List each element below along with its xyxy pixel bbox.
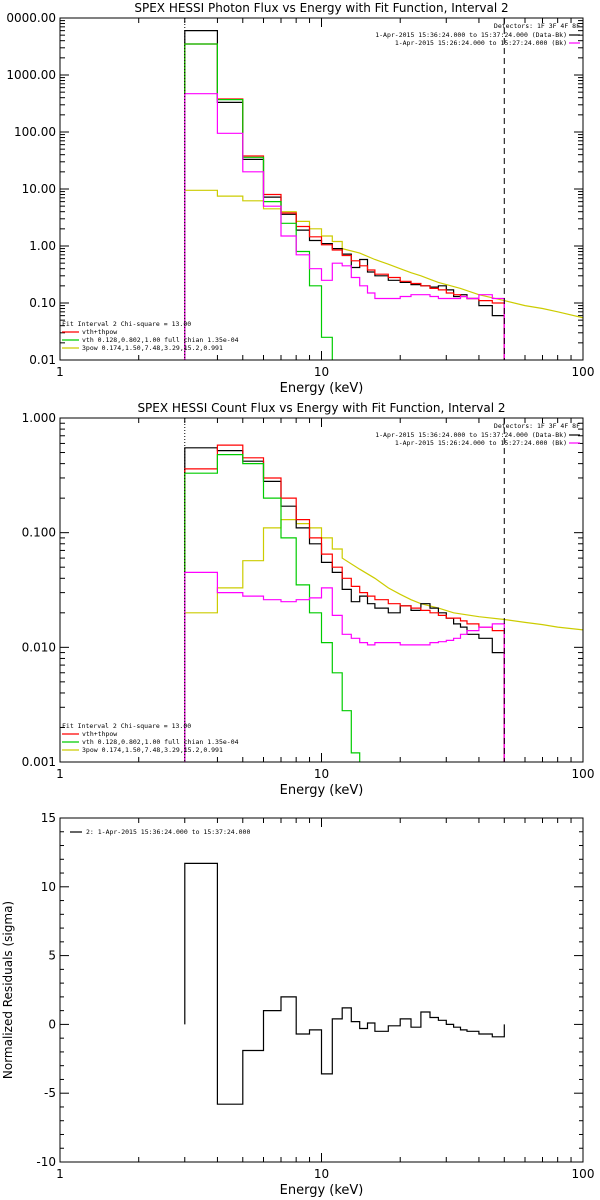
histogram-series-3 — [184, 454, 361, 762]
legend-function: 3pow 0.174,1.50,7.48,3.29,15.2,0.991 — [82, 344, 223, 352]
data-layer — [184, 30, 583, 360]
legend-detectors: Detectors: 1F 3F 4F 8F — [494, 422, 580, 430]
fit-line-3pow — [184, 518, 583, 762]
y-tick-label: 100.00 — [14, 125, 56, 139]
y-tick-label: 0.01 — [29, 353, 56, 367]
x-tick-label: 1 — [56, 1167, 64, 1181]
legend-time-range: 1-Apr-2015 15:36:24.000 to 15:37:24.000 … — [375, 31, 567, 39]
y-tick-label: 0.10 — [29, 296, 56, 310]
chart-title: SPEX HESSI Count Flux vs Energy with Fit… — [137, 401, 505, 415]
legend-function: vth 0.128,0.802,1.00 full chian 1.35e-04 — [82, 336, 239, 344]
legend-time-range: 1-Apr-2015 15:36:24.000 to 15:37:24.000 … — [375, 431, 567, 439]
x-axis-label: Energy (keV) — [280, 783, 364, 798]
histogram-series-1 — [184, 862, 505, 1105]
plot-frame — [59, 17, 584, 361]
y-tick-label: 0 — [48, 1017, 56, 1031]
legend-fit-info: Fit Interval 2 Chi-square = 13.00 — [62, 320, 191, 328]
x-tick-label: 10 — [314, 767, 329, 781]
legend-function: 3pow 0.174,1.50,7.48,3.29,15.2,0.991 — [82, 746, 223, 754]
x-axis-label: Energy (keV) — [280, 1183, 364, 1198]
x-axis-label: Energy (keV) — [280, 381, 364, 396]
y-tick-label: 10 — [41, 880, 56, 894]
histogram-series-2 — [184, 43, 505, 360]
y-tick-label: 15 — [41, 811, 56, 825]
data-layer — [184, 862, 505, 1105]
plot-frame — [59, 417, 584, 763]
x-tick-label: 100 — [572, 1167, 595, 1181]
data-layer — [184, 444, 583, 762]
x-tick-label: 10 — [314, 365, 329, 379]
legend-residual-interval: 2: 1-Apr-2015 15:36:24.000 to 15:37:24.0… — [86, 828, 250, 836]
x-tick-label: 10 — [314, 1167, 329, 1181]
y-tick-label: 10.00 — [22, 182, 56, 196]
y-tick-label: 1.00 — [29, 239, 56, 253]
chart-title: SPEX HESSI Photon Flux vs Energy with Fi… — [134, 1, 508, 15]
fit-line-3pow — [184, 189, 583, 360]
y-tick-label: 1.000 — [22, 411, 56, 425]
y-tick-label: -5 — [44, 1086, 56, 1100]
x-tick-label: 1 — [56, 767, 64, 781]
x-tick-label: 100 — [572, 767, 595, 781]
legend-time-range: 1-Apr-2015 15:26:24.000 to 15:27:24.000 … — [395, 439, 567, 447]
y-tick-label: 0.010 — [22, 640, 56, 654]
y-tick-label: 1000.00 — [6, 68, 56, 82]
legend-detectors: Detectors: 1F 3F 4F 8F — [494, 22, 580, 30]
legend-function: vth+thpow — [82, 328, 117, 336]
histogram-series-4 — [184, 571, 505, 762]
y-tick-label: 0.001 — [22, 755, 56, 769]
x-tick-label: 100 — [572, 365, 595, 379]
panel-3: 1 10 100 Energy (keV) -10 -5 0 5 10 15 Normalized … — [1, 811, 594, 1198]
y-tick-label: -10 — [36, 1155, 56, 1169]
histogram-series-2 — [184, 444, 505, 762]
panel-2: SPEX HESSI Count Flux vs Energy with Fit… — [22, 401, 595, 798]
plot-frame — [59, 817, 584, 1163]
y-tick-label: 0000.00 — [6, 11, 56, 25]
y-tick-label: 5 — [48, 949, 56, 963]
legend-fit-info: Fit Interval 2 Chi-square = 13.00 — [62, 722, 191, 730]
histogram-series-3 — [184, 43, 333, 360]
panel-1: SPEX HESSI Photon Flux vs Energy with Fi… — [6, 1, 595, 396]
y-tick-label: 0.100 — [22, 526, 56, 540]
legend-function: vth+thpow — [82, 730, 117, 738]
y-axis-label: Normalized Residuals (sigma) — [1, 901, 15, 1079]
x-tick-label: 1 — [56, 365, 64, 379]
histogram-series-4 — [184, 93, 505, 360]
legend-time-range: 1-Apr-2015 15:26:24.000 to 15:27:24.000 … — [395, 39, 567, 47]
histogram-series-1 — [184, 30, 505, 360]
legend-function: vth 0.128,0.802,1.00 full chian 1.35e-04 — [82, 738, 239, 746]
